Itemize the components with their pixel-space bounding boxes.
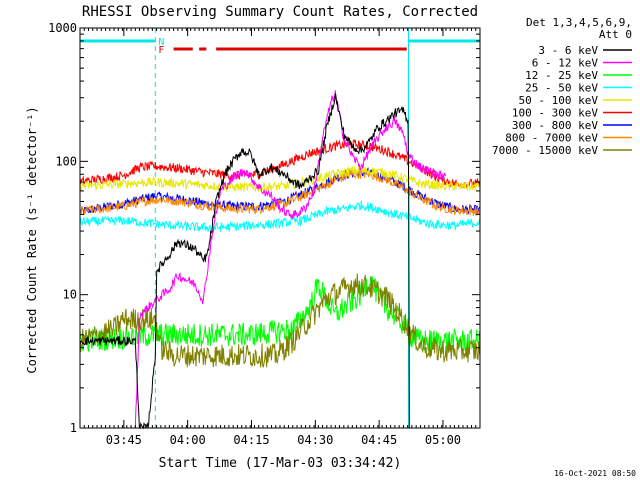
- legend-label: 25 - 50 keV: [525, 82, 598, 95]
- x-axis-label: Start Time (17-Mar-03 03:34:42): [159, 456, 402, 471]
- legend-label: 100 - 300 keV: [512, 107, 598, 120]
- series-line: [79, 166, 481, 215]
- x-tick-label: 04:45: [361, 433, 397, 447]
- flag-label: N: [158, 37, 164, 48]
- legend-label: 12 - 25 keV: [525, 69, 598, 82]
- plot-frame: [79, 27, 481, 429]
- flag-label: F: [158, 45, 164, 56]
- series-line: [134, 90, 447, 429]
- y-tick-label: 10: [63, 288, 77, 302]
- x-tick-label: 04:15: [233, 433, 269, 447]
- y-tick-label: 1: [70, 421, 77, 435]
- series-line: [79, 169, 481, 217]
- series-line: [79, 93, 410, 430]
- series-line: [79, 200, 481, 233]
- series-line: [79, 273, 481, 368]
- series-line: [79, 138, 481, 189]
- legend-label: 6 - 12 keV: [532, 57, 599, 70]
- legend-label: 800 - 7000 keV: [505, 132, 598, 145]
- legend-header-line-1: Det 1,3,4,5,6,9,: [526, 16, 632, 29]
- legend-label: 50 - 100 keV: [519, 94, 599, 107]
- legend-label: 7000 - 15000 keV: [492, 144, 598, 157]
- series-line: [79, 165, 481, 193]
- timestamp: 16-Oct-2021 08:50: [554, 469, 636, 478]
- x-tick-label: 05:00: [425, 433, 461, 447]
- y-tick-label: 1000: [48, 21, 77, 35]
- legend-label: 300 - 800 keV: [512, 119, 598, 132]
- legend-header-line-2: Att 0: [599, 28, 632, 41]
- y-tick-label: 100: [55, 154, 77, 168]
- series-line: [79, 276, 481, 353]
- y-axis-label: Corrected Count Rate (s⁻¹ detector⁻¹): [25, 106, 39, 373]
- x-tick-label: 04:00: [170, 433, 206, 447]
- x-tick-label: 04:30: [297, 433, 333, 447]
- chart-title: RHESSI Observing Summary Count Rates, Co…: [82, 4, 478, 20]
- legend-label: 3 - 6 keV: [538, 44, 598, 57]
- x-tick-label: 03:45: [106, 433, 142, 447]
